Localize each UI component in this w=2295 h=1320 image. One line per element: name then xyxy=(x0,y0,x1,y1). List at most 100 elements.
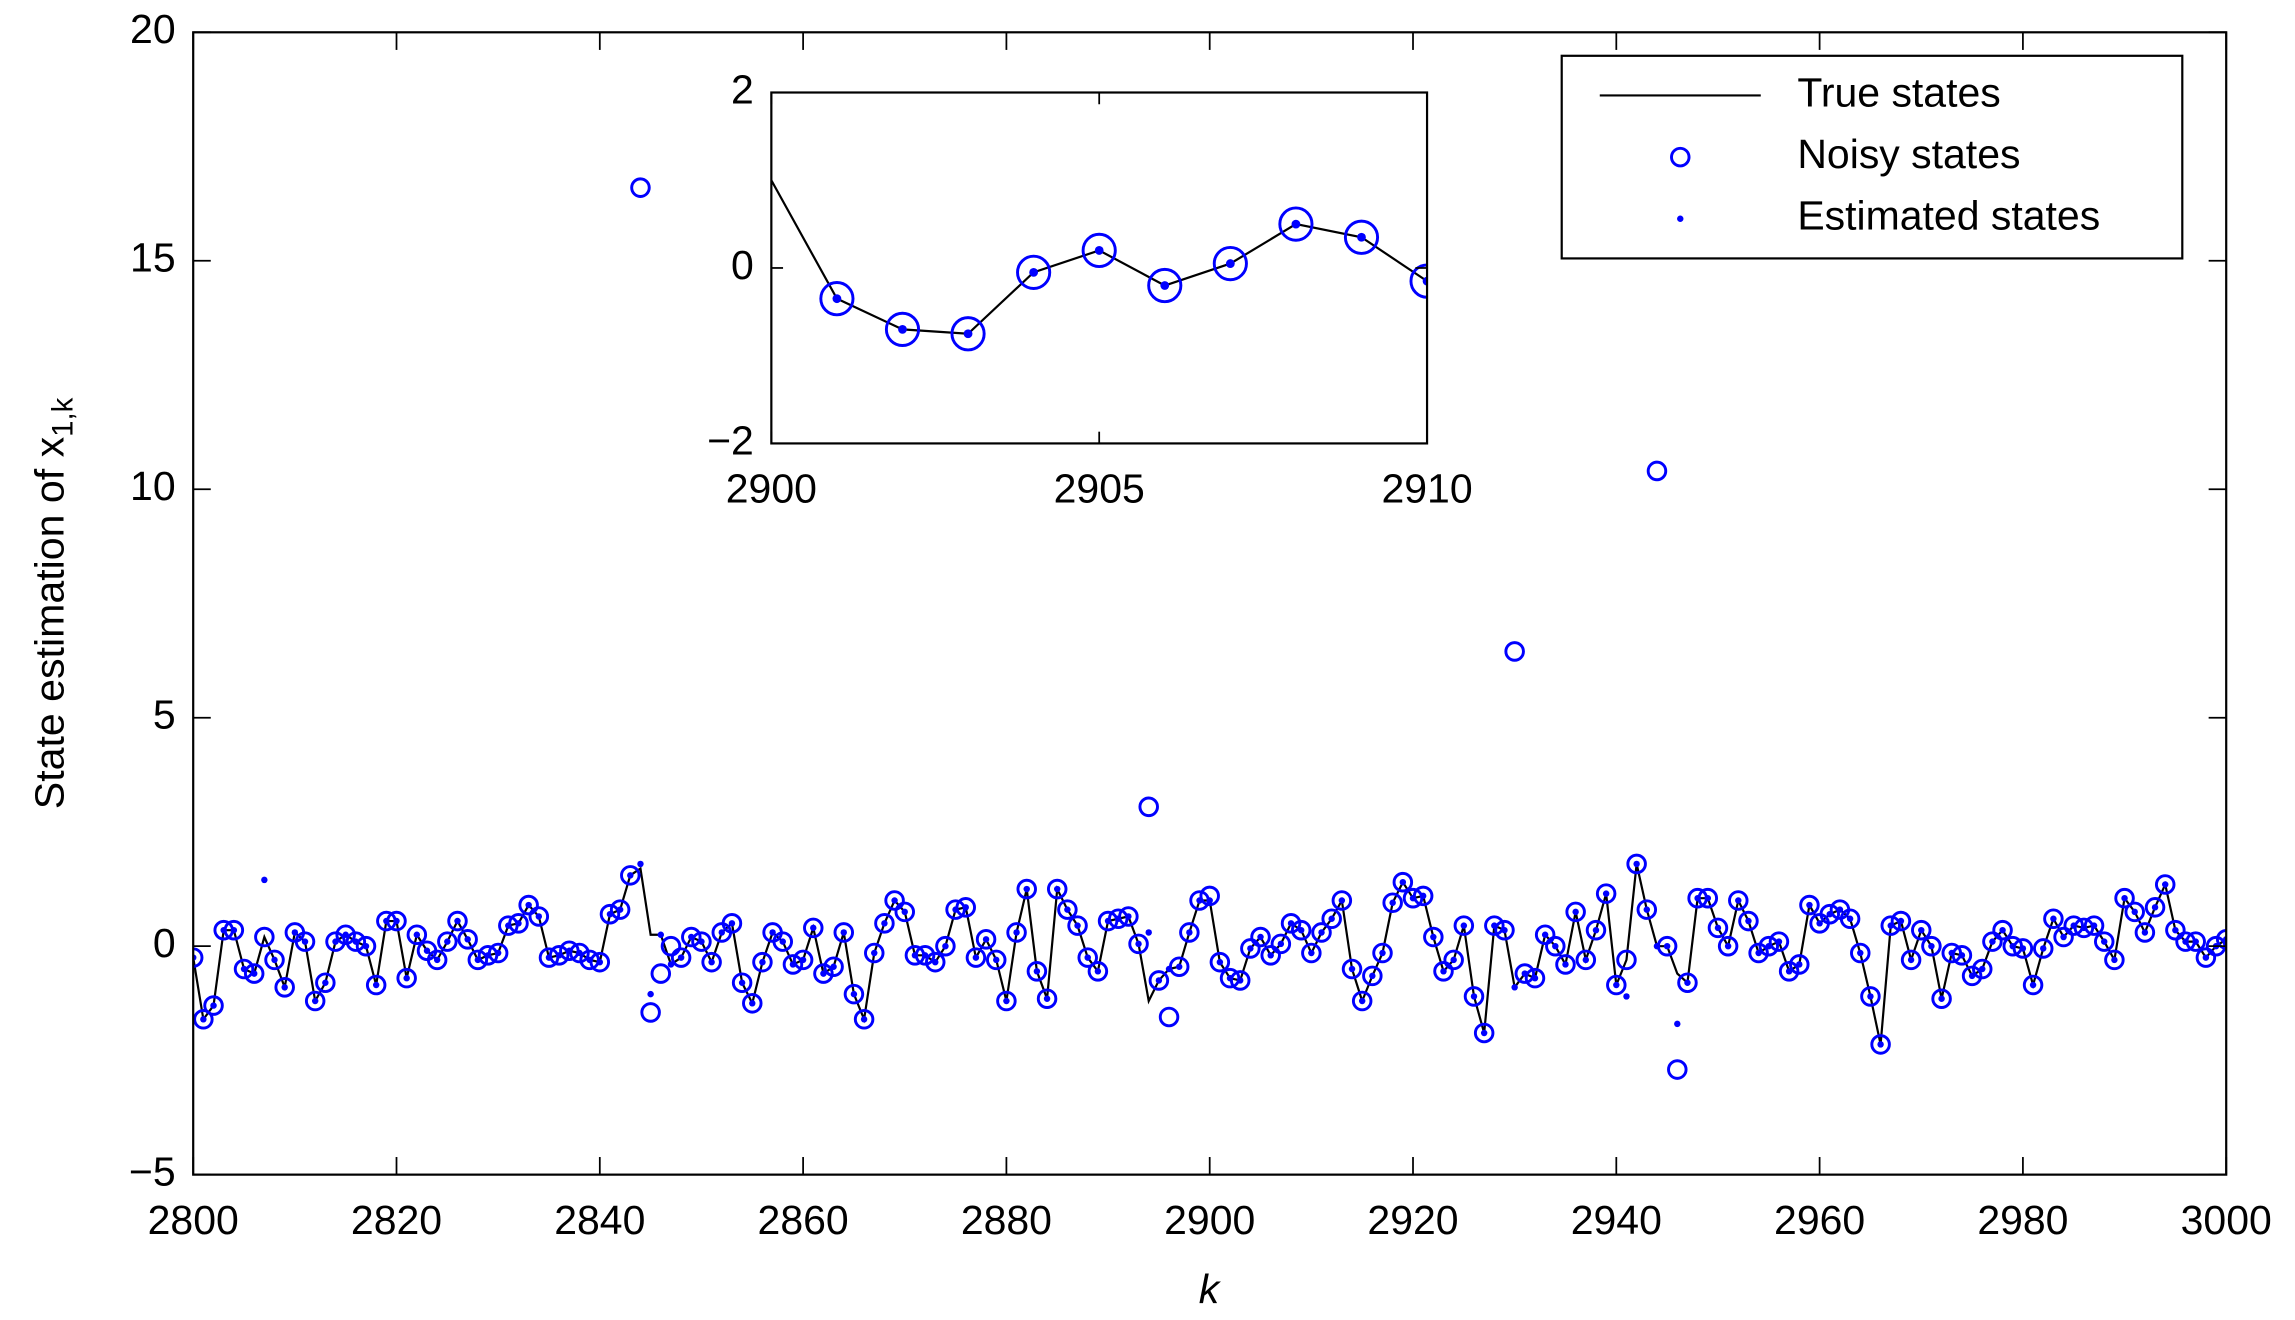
noisy-marker xyxy=(457,929,478,950)
estimated-marker xyxy=(2131,908,2138,916)
noisy-marker xyxy=(1636,899,1658,920)
noisy-marker xyxy=(1016,254,1052,290)
y-tick-label: −5 xyxy=(129,1148,176,1194)
estimated-marker xyxy=(1023,885,1030,893)
estimated-marker xyxy=(1480,1029,1488,1037)
estimated-marker xyxy=(586,956,593,964)
estimated-marker xyxy=(535,913,543,920)
x-tick-label: 2820 xyxy=(351,1197,442,1243)
estimated-marker xyxy=(1552,942,1559,950)
estimated-marker xyxy=(2172,926,2179,934)
noisy-marker xyxy=(1484,915,1505,936)
noisy-marker xyxy=(1321,908,1342,930)
noisy-marker xyxy=(1453,915,1475,936)
noisy-marker xyxy=(2053,926,2074,948)
estimated-marker xyxy=(832,294,842,304)
estimated-marker xyxy=(1064,906,1071,913)
estimated-marker xyxy=(596,958,604,966)
estimated-marker xyxy=(1745,917,1752,925)
estimated-marker xyxy=(484,952,492,959)
estimated-marker xyxy=(1979,965,1986,973)
estimated-marker xyxy=(698,938,705,945)
plot-layer xyxy=(193,177,2227,1080)
estimated-marker xyxy=(759,958,766,966)
estimated-marker xyxy=(1226,974,1234,982)
plot-layer xyxy=(771,179,1428,352)
estimated-marker xyxy=(240,965,248,973)
estimated-marker xyxy=(2060,933,2067,941)
noisy-marker xyxy=(925,951,946,973)
noisy-marker xyxy=(1057,899,1078,920)
noisy-marker xyxy=(304,990,326,1012)
estimated-marker xyxy=(576,949,583,957)
noisy-marker xyxy=(1850,942,1871,964)
estimated-marker xyxy=(515,920,522,927)
noisy-marker xyxy=(365,974,387,996)
noisy-marker xyxy=(1392,871,1414,893)
estimated-marker xyxy=(840,929,847,936)
noisy-marker xyxy=(264,949,285,971)
x-tick-label: 2860 xyxy=(758,1197,849,1243)
noisy-marker xyxy=(1768,931,1790,952)
estimated-marker xyxy=(1613,981,1620,989)
noisy-marker xyxy=(1514,963,1536,984)
estimated-marker xyxy=(1491,922,1498,929)
legend-label: True states xyxy=(1797,69,2000,115)
estimated-marker xyxy=(718,929,726,936)
noisy-marker xyxy=(1433,961,1454,982)
noisy-marker xyxy=(975,929,997,950)
noisy-marker xyxy=(1270,933,1292,955)
estimated-marker xyxy=(1308,949,1315,957)
estimated-marker xyxy=(708,958,715,966)
noisy-marker xyxy=(1860,986,1881,1007)
estimated-marker xyxy=(250,970,258,977)
noisy-marker xyxy=(691,931,712,952)
estimated-marker xyxy=(1602,890,1610,897)
noisy-marker xyxy=(1423,926,1444,948)
estimated-marker xyxy=(301,938,309,945)
estimated-marker xyxy=(423,947,431,954)
estimated-marker xyxy=(667,961,675,968)
noisy-marker xyxy=(721,913,743,934)
y-axis-label: State estimation of x1,k xyxy=(27,397,80,809)
estimated-marker xyxy=(2070,922,2077,929)
noisy-marker xyxy=(1138,796,1159,818)
noisy-marker xyxy=(2104,949,2125,971)
estimated-marker xyxy=(444,938,451,945)
estimated-marker xyxy=(1145,929,1152,936)
noisy-marker xyxy=(874,913,895,934)
noisy-marker xyxy=(1606,974,1627,996)
noisy-marker xyxy=(1382,892,1403,914)
noisy-marker xyxy=(437,931,458,952)
estimated-marker xyxy=(362,942,370,950)
estimated-marker xyxy=(942,942,949,950)
noisy-marker xyxy=(640,1002,661,1023)
y-tick-label: 15 xyxy=(130,235,176,281)
estimated-marker xyxy=(1653,942,1661,950)
noisy-marker xyxy=(1870,1034,1891,1055)
y-tick-label: 10 xyxy=(130,463,176,509)
estimated-marker xyxy=(1043,995,1051,1002)
estimated-marker xyxy=(1328,915,1335,922)
noisy-marker xyxy=(1717,935,1739,957)
estimated-marker xyxy=(688,933,695,941)
x-tick-label: 2840 xyxy=(554,1197,645,1243)
estimated-marker xyxy=(1277,940,1285,948)
estimated-marker xyxy=(972,954,980,961)
legend-label: Estimated states xyxy=(1797,193,2100,239)
y-tick-label: 0 xyxy=(731,242,754,288)
noisy-marker xyxy=(1240,938,1261,959)
estimated-marker xyxy=(1440,968,1447,975)
estimated-marker xyxy=(1104,917,1112,925)
noisy-marker xyxy=(325,931,346,952)
legend-marker xyxy=(1670,146,1691,168)
estimated-marker xyxy=(1735,897,1742,904)
noisy-marker xyxy=(294,931,316,952)
estimated-marker xyxy=(738,979,746,986)
estimated-marker xyxy=(1785,968,1793,975)
noisy-marker xyxy=(1351,990,1373,1012)
estimated-marker xyxy=(982,936,990,943)
noisy-marker xyxy=(1819,903,1841,925)
noisy-marker xyxy=(1931,988,1952,1009)
estimated-marker xyxy=(2009,942,2016,950)
